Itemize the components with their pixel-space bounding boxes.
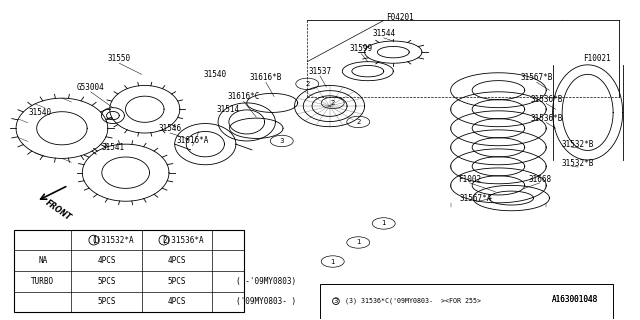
Text: 31599: 31599 bbox=[350, 44, 373, 53]
Text: 31532*B: 31532*B bbox=[562, 159, 595, 168]
Text: A163001048: A163001048 bbox=[552, 295, 598, 304]
Text: ('09MY0803- ): ('09MY0803- ) bbox=[236, 298, 296, 307]
Text: 31544: 31544 bbox=[372, 28, 396, 38]
Text: 31668: 31668 bbox=[528, 174, 552, 184]
Text: (3) 31536*C('09MY0803-  ><FOR 255>: (3) 31536*C('09MY0803- ><FOR 255> bbox=[346, 298, 481, 304]
Text: FRONT: FRONT bbox=[44, 199, 74, 223]
Text: 2: 2 bbox=[356, 119, 360, 125]
Text: 31616*B: 31616*B bbox=[250, 73, 282, 82]
Text: 2: 2 bbox=[330, 100, 335, 106]
Text: 2)31536*A: 2)31536*A bbox=[162, 236, 204, 244]
Text: NA: NA bbox=[38, 256, 47, 265]
Text: G53004: G53004 bbox=[77, 83, 104, 92]
Text: 31567*B: 31567*B bbox=[520, 73, 553, 82]
Text: 1: 1 bbox=[330, 259, 335, 265]
Text: 31537: 31537 bbox=[308, 67, 332, 76]
Text: 31567*A: 31567*A bbox=[460, 194, 492, 203]
Text: 31540: 31540 bbox=[28, 108, 51, 117]
Text: 31536*B: 31536*B bbox=[530, 95, 563, 104]
Text: F04201: F04201 bbox=[386, 13, 413, 22]
Text: F1002: F1002 bbox=[458, 174, 481, 184]
Text: A163001048: A163001048 bbox=[552, 295, 598, 304]
Text: 5PCS: 5PCS bbox=[97, 298, 116, 307]
Text: 5PCS: 5PCS bbox=[168, 277, 186, 286]
Text: 1)31532*A: 1)31532*A bbox=[92, 236, 134, 244]
Text: 31540: 31540 bbox=[204, 70, 227, 79]
Text: (: ( bbox=[92, 236, 96, 244]
Text: 31514: 31514 bbox=[216, 105, 239, 114]
Text: 4PCS: 4PCS bbox=[97, 256, 116, 265]
Text: 2: 2 bbox=[305, 81, 310, 87]
Text: 4PCS: 4PCS bbox=[168, 298, 186, 307]
Text: F10021: F10021 bbox=[583, 54, 611, 63]
Text: 3: 3 bbox=[280, 138, 284, 144]
Text: 31616*A: 31616*A bbox=[177, 136, 209, 146]
Text: ( -'09MY0803): ( -'09MY0803) bbox=[236, 277, 296, 286]
Text: 31616*C: 31616*C bbox=[227, 92, 260, 101]
Text: 31550: 31550 bbox=[108, 54, 131, 63]
Text: 5PCS: 5PCS bbox=[97, 277, 116, 286]
Text: 31536*B: 31536*B bbox=[530, 114, 563, 123]
Text: 3: 3 bbox=[333, 298, 338, 304]
Text: 1: 1 bbox=[381, 220, 386, 227]
Text: TURBO: TURBO bbox=[31, 277, 54, 286]
Text: 31541: 31541 bbox=[101, 143, 124, 152]
Text: (: ( bbox=[161, 236, 166, 244]
Text: 31532*B: 31532*B bbox=[562, 140, 595, 148]
Bar bbox=[14, 230, 244, 312]
Text: 31546: 31546 bbox=[159, 124, 182, 133]
Text: 4PCS: 4PCS bbox=[168, 256, 186, 265]
Text: 1: 1 bbox=[356, 239, 360, 245]
